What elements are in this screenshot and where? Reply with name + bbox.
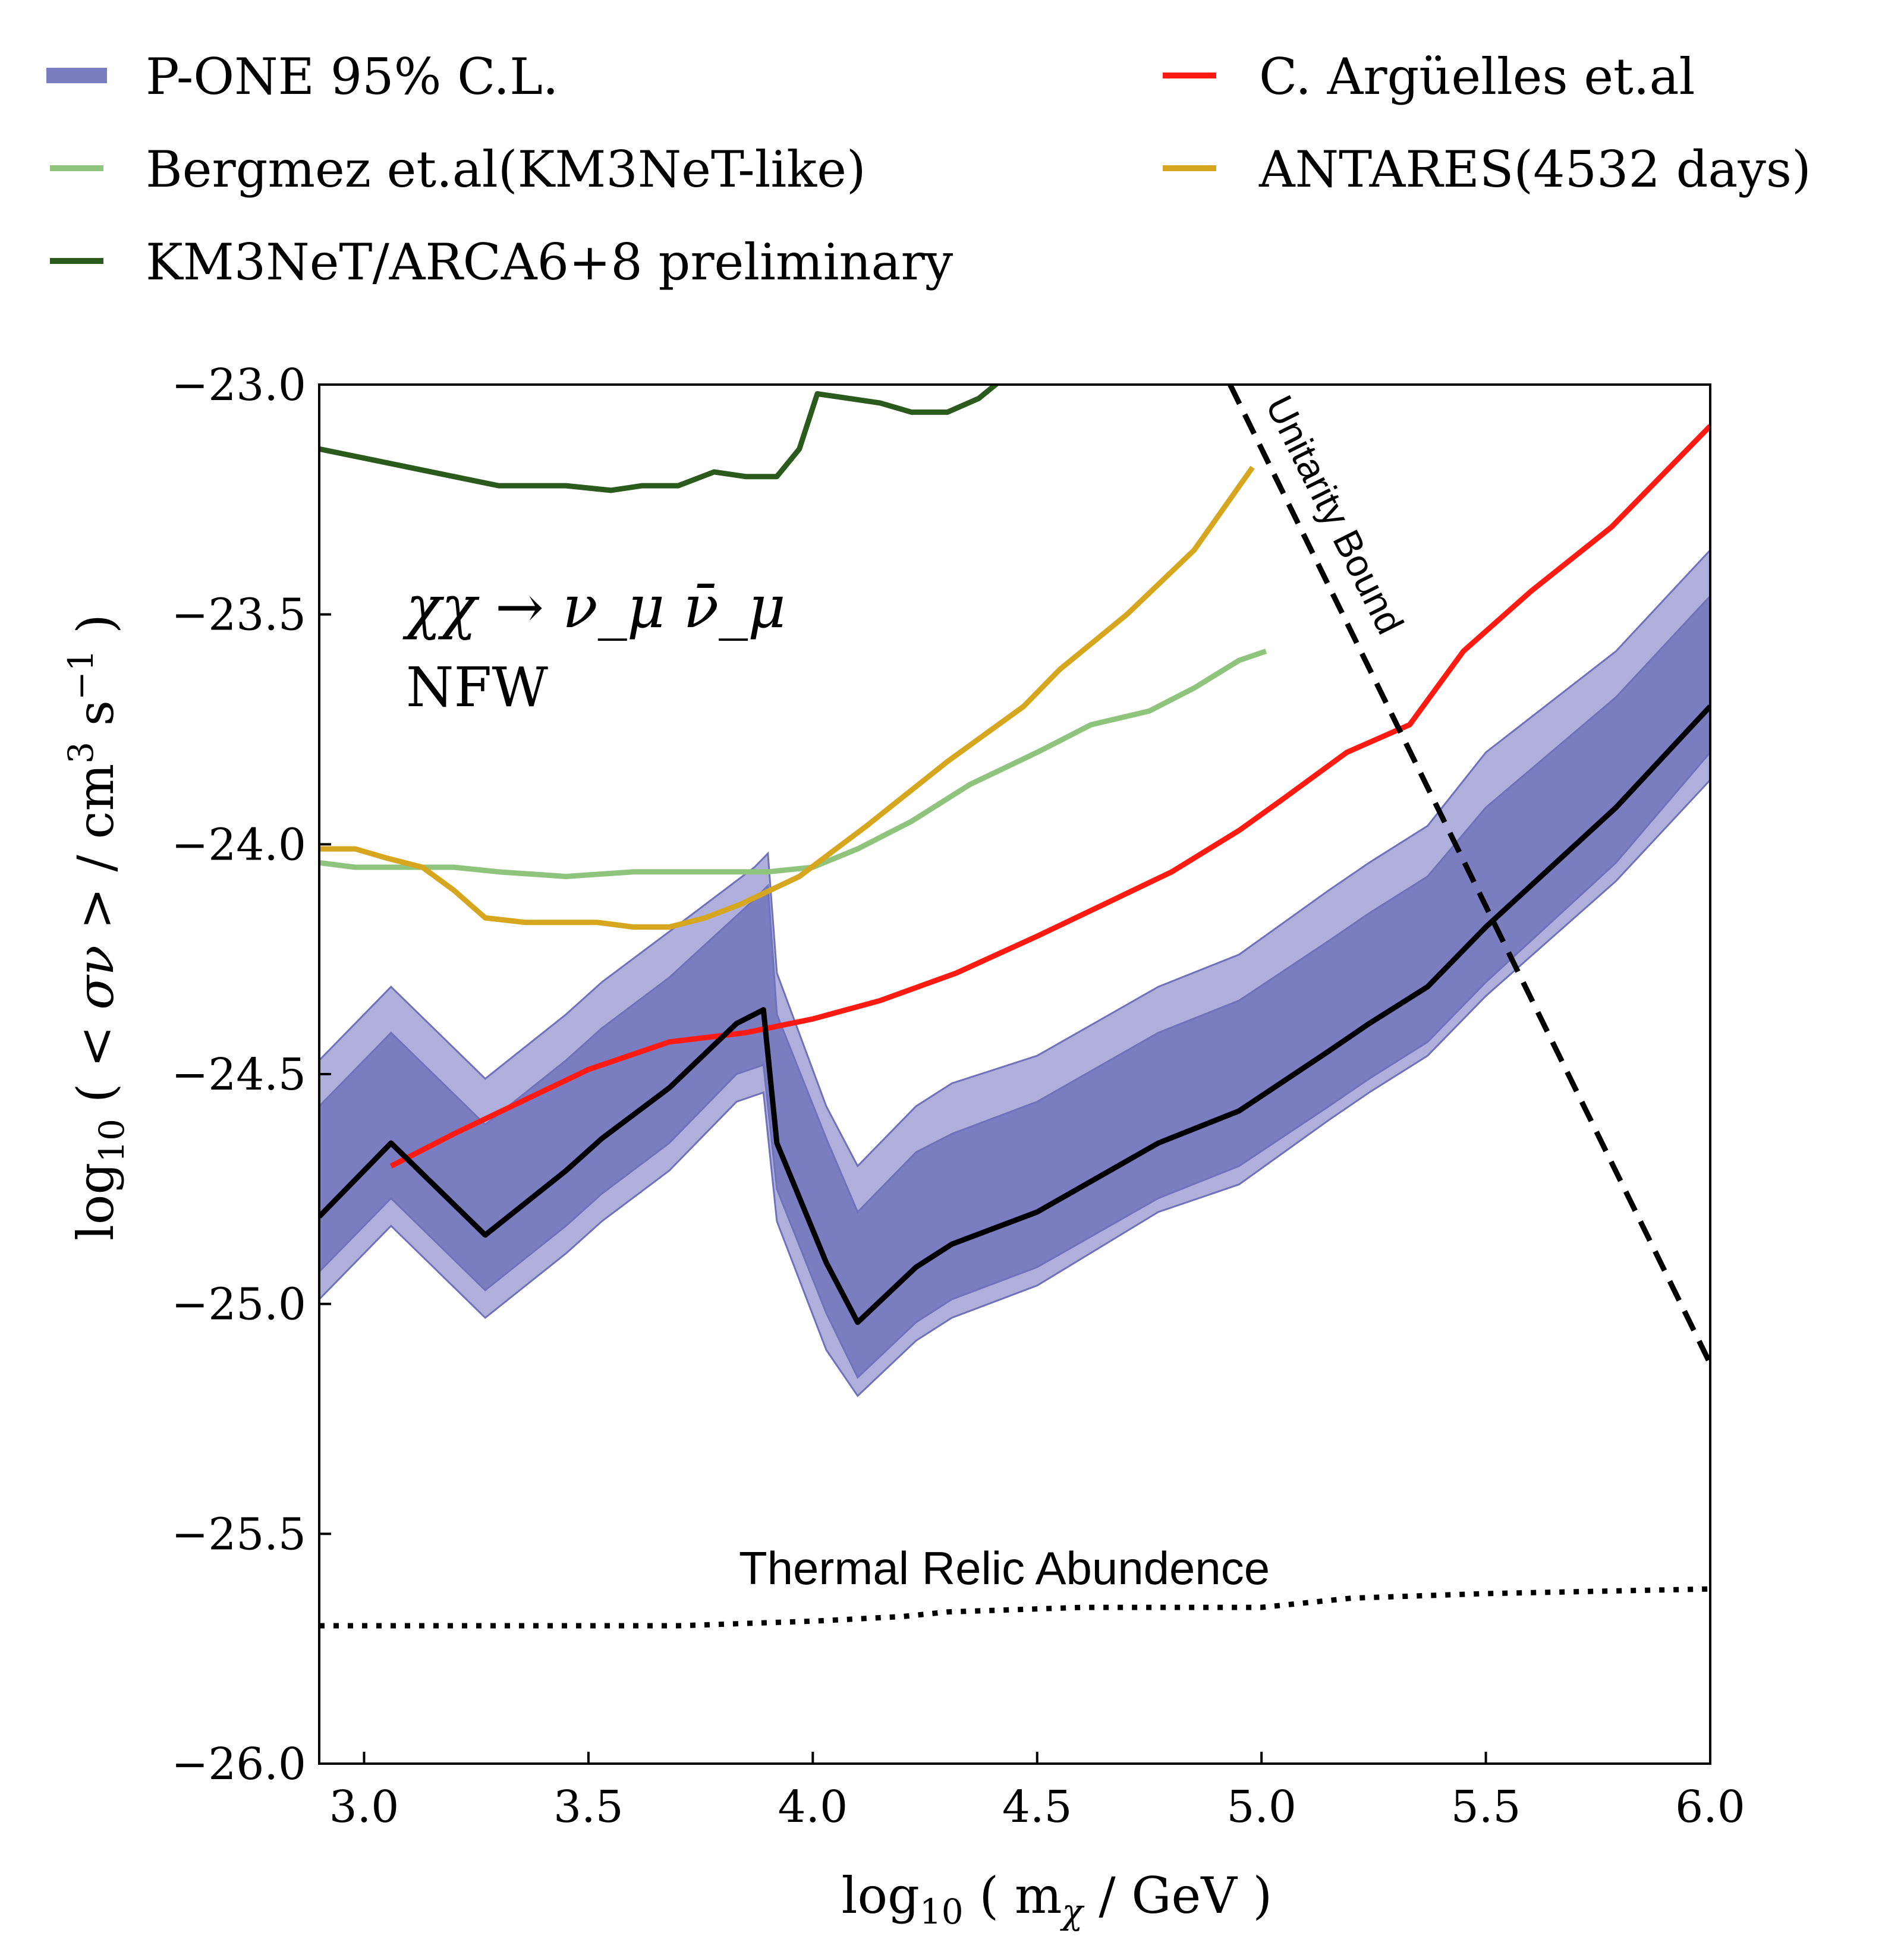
x-tick-label: 4.5 [1002, 1781, 1072, 1833]
pone-median-line [319, 704, 1710, 1326]
legend-label-km3net: KM3NeT/ARCA6+8 preliminary [146, 233, 953, 291]
process-annotation: χχ → ν_μ ν̄_μ [402, 574, 786, 641]
antares-line [319, 465, 1255, 930]
y-tick-label: −25.0 [171, 1279, 306, 1330]
plot-area [319, 385, 1710, 1629]
x-tick-label: 3.0 [329, 1781, 399, 1833]
km3net-line [319, 385, 1000, 493]
legend-label-pone: P-ONE 95% C.L. [146, 48, 559, 106]
x-tick-label: 5.0 [1226, 1781, 1296, 1833]
thermal-annotation: Thermal Relic Abundence [739, 1542, 1270, 1594]
arguelles-line [389, 424, 1710, 1169]
x-tick-label: 3.5 [553, 1781, 624, 1833]
x-axis-title: log10 ( mχ / GeV ) [842, 1866, 1273, 1932]
y-tick-label: −23.0 [171, 360, 306, 411]
legend: P-ONE 95% C.L. Bergmez et.al(KM3NeT-like… [46, 48, 1811, 291]
unitarity-bound-line [1228, 385, 1710, 1365]
legend-label-antares: ANTARES(4532 days) [1258, 140, 1811, 199]
x-tick-label: 6.0 [1675, 1781, 1745, 1833]
y-tick-label: −24.5 [171, 1049, 306, 1100]
profile-annotation: NFW [406, 656, 548, 719]
y-axis-title: log10 ( < σν > / cm3 s−1 ) [61, 614, 132, 1241]
y-tick-label: −26.0 [171, 1739, 306, 1790]
legend-label-bergmez: Bergmez et.al(KM3NeT-like) [146, 140, 866, 199]
x-tick-label: 5.5 [1451, 1781, 1521, 1833]
y-tick-label: −25.5 [171, 1509, 306, 1560]
process-annotation-text: χχ → ν_μ ν̄_μ [402, 574, 786, 641]
thermal-relic-line [319, 1586, 1710, 1629]
y-tick-label: −24.0 [171, 819, 306, 870]
y-tick-label: −23.5 [171, 590, 306, 641]
legend-label-arguelles: C. Argüelles et.al [1259, 48, 1695, 106]
x-tick-label: 4.0 [778, 1781, 848, 1833]
